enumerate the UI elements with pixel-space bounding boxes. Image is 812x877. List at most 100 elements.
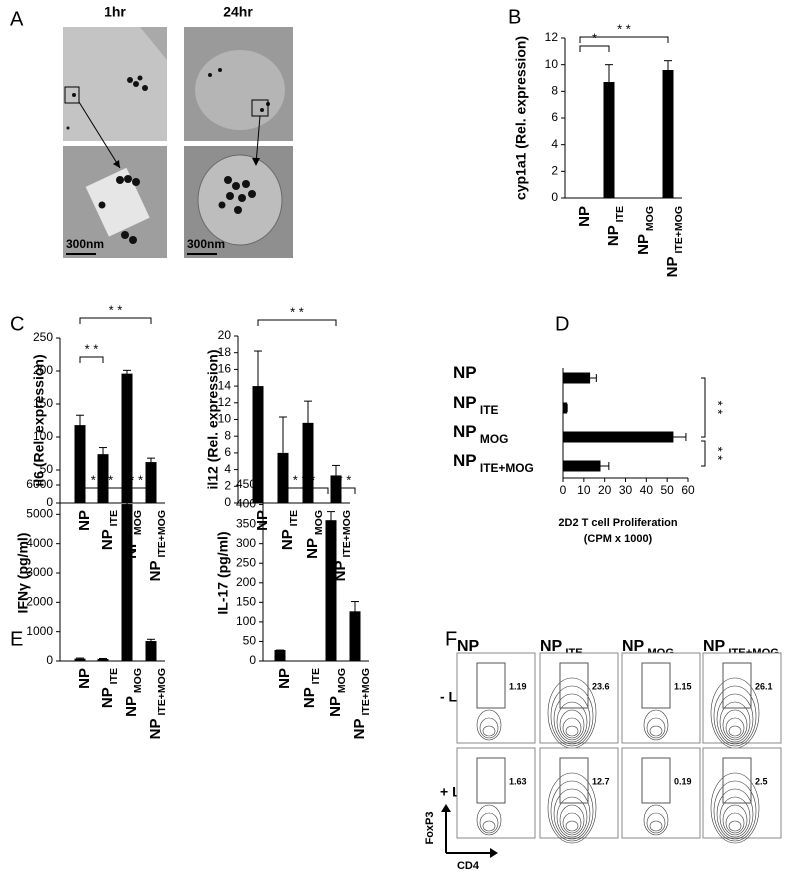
category-label: NP ITE+MOG — [453, 451, 534, 475]
y-tick-label: 6 — [224, 445, 231, 459]
contour — [476, 709, 502, 741]
micrographs: 300nm 300nm 1hr 24hr — [63, 4, 293, 258]
gate-percentage: 0.19 — [674, 776, 692, 786]
gate-percentage: 1.19 — [509, 681, 527, 691]
y-axis-label: IL-17 (pg/ml) — [215, 531, 231, 614]
bar — [563, 431, 674, 443]
plot-frame — [539, 652, 619, 744]
contour — [713, 780, 757, 842]
category-label: NP MOG — [453, 422, 508, 446]
y-tick-label: 8 — [224, 428, 231, 442]
significance-label: * * — [338, 472, 352, 487]
x-tick-label: 0 — [560, 483, 567, 497]
panel-label: A — [10, 8, 24, 30]
timepoint-label: 1hr — [104, 4, 126, 20]
y-tick-label: 50 — [40, 462, 54, 476]
gate-percentage: 26.1 — [755, 681, 773, 691]
x-tick-label: 50 — [660, 483, 674, 497]
contour — [556, 701, 588, 743]
gate-percentage: 2.5 — [755, 776, 768, 786]
bar — [97, 658, 109, 661]
gate — [722, 757, 752, 804]
contour — [716, 693, 754, 745]
bar — [252, 386, 264, 503]
category-label: NP MOG — [304, 510, 325, 559]
contour-plot: 23.6 — [539, 652, 619, 749]
gate-percentage: 1.63 — [509, 776, 527, 786]
category-label: NP — [276, 668, 293, 689]
bar — [325, 520, 337, 661]
panel-label: F — [445, 628, 457, 650]
plot-frame — [702, 747, 782, 839]
contour — [646, 812, 666, 834]
contour-plot: 1.19 — [456, 652, 536, 744]
significance-bracket — [129, 487, 152, 494]
significance-label: * — [592, 30, 597, 45]
contour — [476, 804, 502, 836]
y-tick-label: 18 — [218, 345, 232, 359]
category-label: NP ITE — [605, 206, 626, 246]
x-tick-label: 40 — [640, 483, 654, 497]
bar — [145, 641, 157, 661]
category-label: NP MOG — [123, 668, 144, 717]
y-tick-label: 2 — [551, 164, 558, 178]
bar — [330, 475, 342, 503]
x-axis-label: (CPM x 1000) — [584, 533, 653, 545]
arrow — [78, 101, 121, 169]
gate-percentage: 1.15 — [674, 681, 692, 691]
y-tick-label: 4000 — [26, 536, 53, 550]
contour — [559, 804, 585, 836]
y-tick-label: 5000 — [26, 507, 53, 521]
y-tick-label: 450 — [236, 477, 256, 491]
y-tick-label: 0 — [224, 495, 231, 509]
axis-arrow-head — [490, 848, 498, 858]
y-axis-label: cyp1a1 (Rel. expression) — [513, 36, 529, 200]
y-tick-label: 4 — [224, 462, 231, 476]
category-label: NP ITE — [279, 510, 300, 550]
y-axis-label: il12 (Rel. expression) — [205, 349, 221, 489]
zoom-box — [64, 86, 80, 104]
bar — [349, 611, 361, 661]
gate — [641, 662, 671, 709]
contour — [719, 701, 751, 743]
y-tick-label: 2000 — [26, 595, 53, 609]
bar — [97, 454, 109, 503]
y-tick-label: 0 — [46, 653, 53, 667]
significance-bracket — [701, 440, 706, 467]
contour — [547, 772, 597, 844]
axis-arrow-head — [441, 804, 451, 812]
category-label: NP MOG — [327, 668, 348, 717]
contour — [643, 804, 669, 836]
y-axis-label: il6 (Rel. expression) — [31, 354, 47, 486]
timepoint-label: 24hr — [223, 4, 253, 20]
y-tick-label: 6000 — [26, 477, 53, 491]
y-tick-label: 12 — [545, 30, 559, 44]
significance-bracket — [333, 487, 356, 494]
plot-frame — [539, 747, 619, 839]
contour-plot: 12.7 — [539, 747, 619, 844]
panel-label: D — [555, 313, 569, 335]
scale-bar-label: 300nm — [66, 237, 104, 251]
x-tick-label: 10 — [577, 483, 591, 497]
significance-label: * * — [85, 341, 99, 356]
contour — [643, 709, 669, 741]
contour — [725, 717, 745, 739]
y-tick-label: 150 — [33, 396, 53, 410]
y-tick-label: 10 — [545, 57, 559, 71]
y-tick-label: 6 — [551, 110, 558, 124]
y-tick-label: 200 — [236, 575, 256, 589]
contour — [710, 772, 760, 844]
contour — [722, 804, 748, 836]
contour — [562, 812, 582, 834]
significance-label: * * — [711, 401, 726, 415]
contour — [565, 725, 579, 737]
arrow — [255, 115, 261, 165]
significance-label: * * * — [293, 472, 315, 487]
y-tick-label: 300 — [236, 536, 256, 550]
y-tick-label: 250 — [33, 330, 53, 344]
y-tick-label: 16 — [218, 362, 232, 376]
plot-frame — [456, 747, 536, 839]
y-tick-label: 12 — [218, 395, 232, 409]
category-label: NP ITE — [453, 393, 498, 417]
y-tick-label: 400 — [236, 497, 256, 511]
